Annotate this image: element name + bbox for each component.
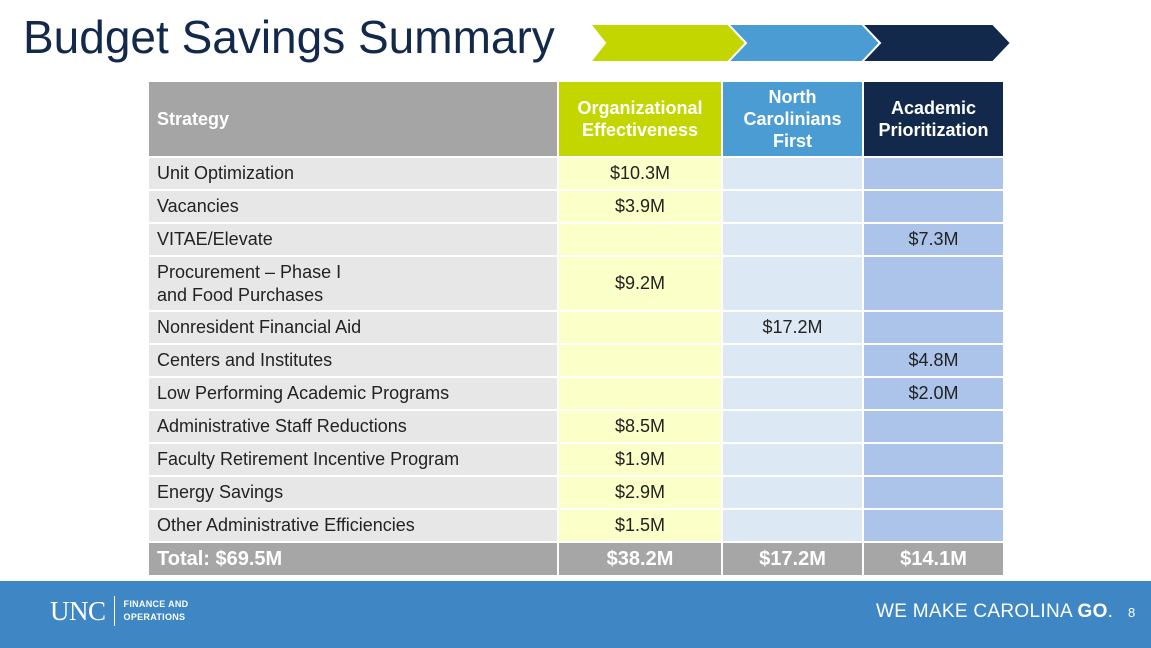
strategy-cell: Faculty Retirement Incentive Program xyxy=(147,442,559,477)
chevron-academic-prioritization xyxy=(860,24,1013,62)
table-row: Vacancies $3.9M xyxy=(147,189,1005,224)
north-carolinians-first-cell xyxy=(721,475,864,510)
north-carolinians-first-cell xyxy=(721,409,864,444)
header-north-carolinians-first: North Carolinians First xyxy=(721,80,864,158)
unc-logo: UNC FINANCE AND OPERATIONS xyxy=(50,596,189,626)
organizational-effectiveness-cell: $2.9M xyxy=(557,475,723,510)
strategy-line-1: Procurement – Phase I xyxy=(157,261,342,282)
organizational-effectiveness-cell: $1.5M xyxy=(557,508,723,543)
table-row: Low Performing Academic Programs $2.0M xyxy=(147,376,1005,411)
progress-chevrons xyxy=(590,24,1013,62)
header-strategy: Strategy xyxy=(147,80,559,158)
organizational-effectiveness-cell xyxy=(557,310,723,345)
academic-prioritization-cell xyxy=(862,189,1005,224)
strategy-cell: VITAE/Elevate xyxy=(147,222,559,257)
table-row: Centers and Institutes $4.8M xyxy=(147,343,1005,378)
unc-logo-wordmark: UNC xyxy=(50,596,106,626)
table-row: Faculty Retirement Incentive Program $1.… xyxy=(147,442,1005,477)
north-carolinians-first-cell: $17.2M xyxy=(721,310,864,345)
strategy-cell: Centers and Institutes xyxy=(147,343,559,378)
academic-prioritization-cell: $2.0M xyxy=(862,376,1005,411)
table-header-row: Strategy Organizational Effectiveness No… xyxy=(147,80,1005,158)
organizational-effectiveness-cell: $9.2M xyxy=(557,255,723,312)
academic-prioritization-cell xyxy=(862,508,1005,543)
organizational-effectiveness-cell: $3.9M xyxy=(557,189,723,224)
table-row: Energy Savings $2.9M xyxy=(147,475,1005,510)
logo-subtitle-line-2: OPERATIONS xyxy=(123,612,186,622)
table-row: Administrative Staff Reductions $8.5M xyxy=(147,409,1005,444)
north-carolinians-first-cell xyxy=(721,255,864,312)
chevron-organizational-effectiveness xyxy=(590,24,750,62)
organizational-effectiveness-cell: $10.3M xyxy=(557,156,723,191)
north-carolinians-first-cell xyxy=(721,442,864,477)
logo-subtitle: FINANCE AND OPERATIONS xyxy=(124,598,189,624)
totals-row: Total: $69.5M $38.2M $17.2M $14.1M xyxy=(147,541,1005,577)
north-carolinians-first-cell xyxy=(721,156,864,191)
academic-prioritization-cell xyxy=(862,442,1005,477)
total-label: Total: $69.5M xyxy=(147,541,559,577)
academic-prioritization-cell xyxy=(862,475,1005,510)
north-carolinians-first-cell xyxy=(721,376,864,411)
strategy-cell: Nonresident Financial Aid xyxy=(147,310,559,345)
header-organizational-effectiveness: Organizational Effectiveness xyxy=(557,80,723,158)
total-north-carolinians-first: $17.2M xyxy=(721,541,864,577)
organizational-effectiveness-cell: $1.9M xyxy=(557,442,723,477)
strategy-cell: Energy Savings xyxy=(147,475,559,510)
page-number: 8 xyxy=(1128,605,1136,620)
total-academic-prioritization: $14.1M xyxy=(862,541,1005,577)
header-academic-prioritization: Academic Prioritization xyxy=(862,80,1005,158)
budget-savings-table: Strategy Organizational Effectiveness No… xyxy=(147,80,1005,577)
slide-title: Budget Savings Summary xyxy=(23,11,555,63)
academic-prioritization-cell: $7.3M xyxy=(862,222,1005,257)
organizational-effectiveness-cell xyxy=(557,376,723,411)
footer-bar: UNC FINANCE AND OPERATIONS WE MAKE CAROL… xyxy=(0,581,1151,648)
table-row: Procurement – Phase I and Food Purchases… xyxy=(147,255,1005,312)
strategy-cell: Administrative Staff Reductions xyxy=(147,409,559,444)
strategy-cell: Vacancies xyxy=(147,189,559,224)
academic-prioritization-cell xyxy=(862,156,1005,191)
academic-prioritization-cell xyxy=(862,310,1005,345)
logo-divider xyxy=(113,596,115,626)
chevron-north-carolinians-first xyxy=(726,24,888,62)
footer-tagline: WE MAKE CAROLINA GO. xyxy=(876,601,1113,623)
north-carolinians-first-cell xyxy=(721,508,864,543)
table-row: Nonresident Financial Aid $17.2M xyxy=(147,310,1005,345)
north-carolinians-first-cell xyxy=(721,189,864,224)
table-row: VITAE/Elevate $7.3M xyxy=(147,222,1005,257)
logo-subtitle-line-1: FINANCE AND xyxy=(123,599,189,609)
north-carolinians-first-cell xyxy=(721,222,864,257)
organizational-effectiveness-cell xyxy=(557,343,723,378)
organizational-effectiveness-cell: $8.5M xyxy=(557,409,723,444)
strategy-cell: Unit Optimization xyxy=(147,156,559,191)
strategy-cell: Procurement – Phase I and Food Purchases xyxy=(147,255,559,312)
strategy-cell: Low Performing Academic Programs xyxy=(147,376,559,411)
tagline-suffix: . xyxy=(1107,601,1114,622)
tagline-prefix: WE MAKE CAROLINA xyxy=(876,601,1078,622)
academic-prioritization-cell: $4.8M xyxy=(862,343,1005,378)
strategy-line-2: and Food Purchases xyxy=(157,284,324,305)
tagline-emphasis: GO xyxy=(1077,601,1108,622)
table-row: Unit Optimization $10.3M xyxy=(147,156,1005,191)
table-row: Other Administrative Efficiencies $1.5M xyxy=(147,508,1005,543)
strategy-cell: Other Administrative Efficiencies xyxy=(147,508,559,543)
north-carolinians-first-cell xyxy=(721,343,864,378)
academic-prioritization-cell xyxy=(862,409,1005,444)
total-organizational-effectiveness: $38.2M xyxy=(557,541,723,577)
organizational-effectiveness-cell xyxy=(557,222,723,257)
academic-prioritization-cell xyxy=(862,255,1005,312)
